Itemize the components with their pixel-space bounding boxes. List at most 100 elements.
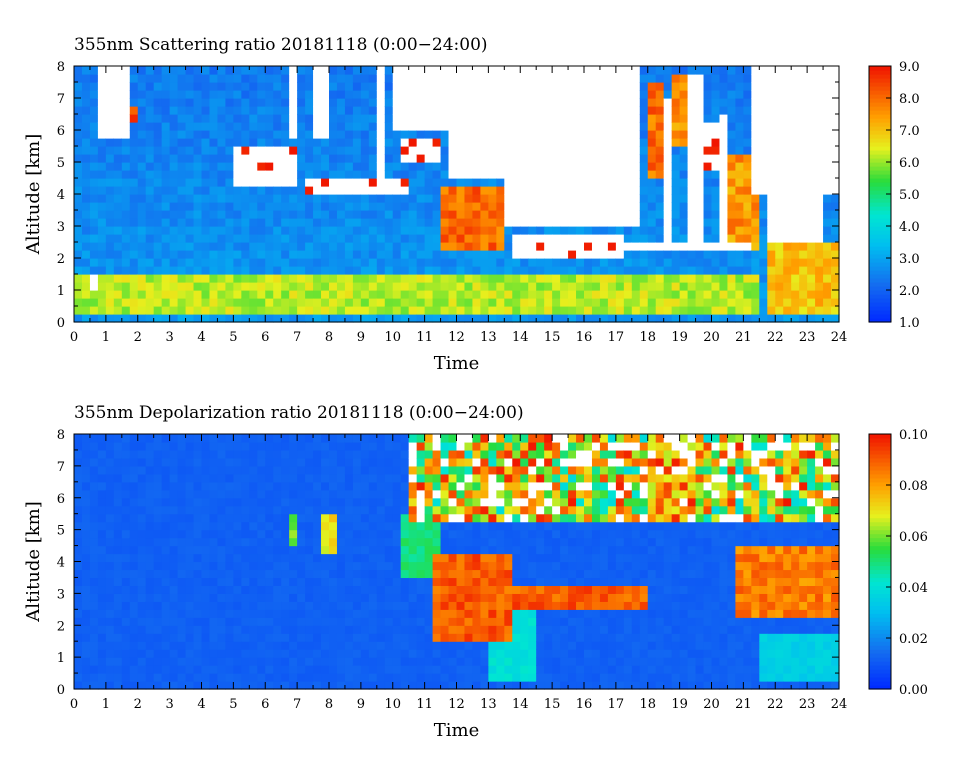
- heatmap-cell: [647, 314, 657, 323]
- heatmap-cell: [392, 449, 402, 459]
- heatmap-cell: [249, 537, 258, 547]
- heatmap-cell: [145, 282, 155, 291]
- heatmap-cell: [400, 146, 410, 155]
- heatmap-cell: [823, 226, 832, 235]
- heatmap-cell: [185, 521, 195, 531]
- heatmap-cell: [472, 210, 482, 219]
- heatmap-cell: [225, 218, 234, 227]
- heatmap-cell: [121, 601, 131, 610]
- heatmap-cell: [225, 681, 234, 690]
- heatmap-cell: [392, 617, 402, 626]
- heatmap-cell: [313, 489, 322, 499]
- heatmap-cell: [512, 98, 521, 107]
- heatmap-cell: [241, 497, 250, 507]
- heatmap-cell: [440, 290, 450, 299]
- heatmap-cell: [249, 553, 258, 563]
- heatmap-cell: [336, 218, 346, 227]
- heatmap-cell: [74, 82, 83, 91]
- heatmap-cell: [352, 625, 362, 634]
- heatmap-cell: [321, 521, 330, 531]
- heatmap-cell: [241, 449, 250, 459]
- heatmap-cell: [185, 473, 195, 483]
- heatmap-cell: [512, 202, 521, 211]
- heatmap-cell: [568, 178, 577, 187]
- heatmap-cell: [568, 258, 577, 267]
- heatmap-cell: [265, 250, 274, 259]
- heatmap-cell: [145, 489, 155, 499]
- heatmap-cell: [329, 434, 338, 443]
- heatmap-cell: [209, 665, 219, 674]
- heatmap-cell: [488, 258, 497, 267]
- heatmap-cell: [424, 298, 434, 307]
- heatmap-cell: [289, 234, 298, 243]
- heatmap-cell: [273, 82, 282, 91]
- heatmap-cell: [384, 98, 394, 107]
- heatmap-cell: [488, 681, 497, 690]
- heatmap-cell: [113, 114, 123, 123]
- heatmap-cell: [201, 457, 211, 467]
- heatmap-cell: [297, 258, 306, 267]
- heatmap-cell: [297, 657, 306, 666]
- heatmap-cell: [273, 106, 282, 115]
- heatmap-cell: [265, 314, 274, 323]
- heatmap-cell: [368, 258, 378, 267]
- heatmap-cell: [89, 226, 99, 235]
- heatmap-cell: [169, 545, 179, 555]
- heatmap-cell: [480, 505, 489, 515]
- heatmap-cell: [281, 529, 290, 539]
- heatmap-cell: [360, 250, 370, 259]
- heatmap-cell: [233, 569, 242, 579]
- heatmap-cell: [480, 665, 489, 674]
- heatmap-cell: [552, 74, 561, 83]
- heatmap-cell: [321, 242, 330, 251]
- heatmap-cell: [735, 226, 744, 235]
- heatmap-cell: [719, 314, 729, 323]
- heatmap-cell: [440, 194, 450, 203]
- heatmap-cell: [416, 266, 426, 275]
- heatmap-cell: [105, 306, 115, 315]
- heatmap-cell: [209, 681, 219, 690]
- heatmap-cell: [74, 665, 83, 674]
- heatmap-cell: [129, 545, 139, 555]
- heatmap-cell: [791, 226, 800, 235]
- heatmap-cell: [568, 250, 577, 259]
- heatmap-cell: [145, 314, 155, 323]
- heatmap-cell: [225, 186, 234, 195]
- heatmap-cell: [552, 298, 561, 307]
- heatmap-cell: [305, 298, 314, 307]
- heatmap-cell: [289, 130, 298, 139]
- heatmap-cell: [273, 194, 282, 203]
- heatmap-cell: [384, 138, 394, 147]
- heatmap-cell: [488, 210, 497, 219]
- heatmap-cell: [584, 210, 593, 219]
- heatmap-cell: [536, 306, 545, 315]
- heatmap-cell: [823, 218, 832, 227]
- heatmap-cell: [233, 649, 242, 658]
- heatmap-cell: [137, 441, 147, 451]
- heatmap-cell: [512, 122, 521, 131]
- heatmap-cell: [193, 162, 203, 171]
- heatmap-cell: [576, 98, 585, 107]
- heatmap-cell: [384, 130, 394, 139]
- heatmap-cell: [416, 250, 426, 259]
- heatmap-cell: [265, 90, 274, 99]
- heatmap-cell: [241, 465, 250, 475]
- heatmap-cell: [336, 649, 346, 658]
- heatmap-cell: [392, 529, 402, 539]
- heatmap-cell: [520, 138, 529, 147]
- heatmap-cell: [408, 170, 418, 179]
- heatmap-cell: [233, 82, 242, 91]
- heatmap-cell: [113, 577, 123, 587]
- colorbar-segment: [869, 314, 891, 319]
- heatmap-cell: [759, 170, 768, 179]
- heatmap-cell: [161, 258, 171, 267]
- heatmap-cell: [145, 665, 155, 674]
- heatmap-cell: [209, 641, 219, 650]
- heatmap-cell: [448, 90, 458, 99]
- heatmap-cell: [321, 457, 330, 467]
- heatmap-cell: [472, 545, 482, 555]
- heatmap-cell: [376, 314, 386, 323]
- heatmap-cell: [249, 593, 258, 602]
- heatmap-cell: [344, 82, 354, 91]
- heatmap-cell: [297, 98, 306, 107]
